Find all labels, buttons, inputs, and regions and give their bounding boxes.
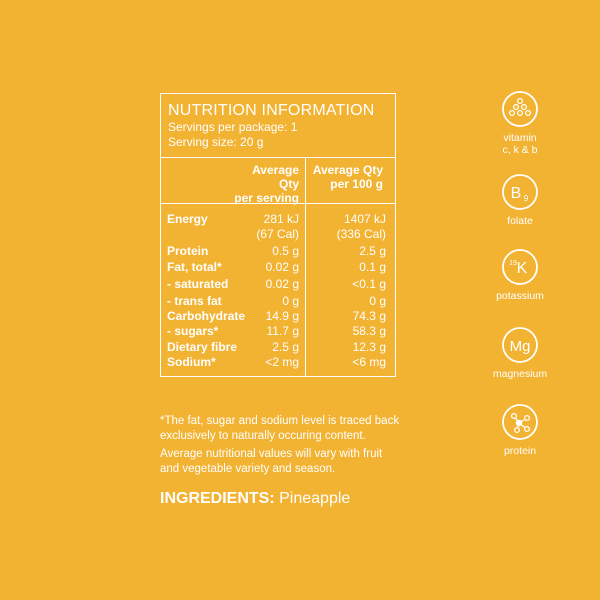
value-per-serving: <2 mg <box>265 354 299 369</box>
column-header-per-100g: Average Qty per 100 g <box>312 163 383 191</box>
icon-vitamin: vitamin c, k & b <box>470 90 570 156</box>
value-per-100g: 2.5 g <box>359 244 386 259</box>
value-per-100g: 12.3 g <box>352 339 386 354</box>
icon-label: folate <box>507 215 533 227</box>
value-per-serving: (67 Cal) <box>256 227 299 242</box>
servings-per-package: Servings per package: 1 <box>168 120 298 134</box>
value-per-100g: <6 mg <box>352 354 386 369</box>
table-row: Energy 281 kJ 1407 kJ <box>161 212 395 227</box>
serving-size: Serving size: 20 g <box>168 135 264 149</box>
ingredients-label: INGREDIENTS: <box>160 490 275 507</box>
svg-text:19: 19 <box>509 260 517 267</box>
panel-title: NUTRITION INFORMATION <box>168 102 375 119</box>
value-per-serving: 14.9 g <box>265 309 299 324</box>
value-per-100g: 0.1 g <box>359 259 386 274</box>
ingredients-value: Pineapple <box>279 490 351 507</box>
icon-protein: protein <box>470 403 570 457</box>
table-row: Carbohydrate 14.9 g 74.3 g <box>161 309 395 324</box>
value-per-100g: (336 Cal) <box>336 227 386 242</box>
icon-label: protein <box>503 445 537 457</box>
nutrient-rows: Energy 281 kJ 1407 kJ (67 Cal) (336 Cal)… <box>161 204 395 376</box>
nutrient-name: Energy <box>167 212 208 226</box>
footnote: *The fat, sugar and sodium level is trac… <box>160 415 400 442</box>
nutrient-name: - saturated <box>167 276 229 291</box>
column-header-per-serving: Average Qty per serving <box>234 163 299 205</box>
table-row: - saturated 0.02 g <0.1 g <box>161 277 395 292</box>
svg-text:Mg: Mg <box>510 338 531 355</box>
table-row: Dietary fibre 2.5 g 12.3 g <box>161 340 395 355</box>
value-per-100g: 0 g <box>369 294 386 309</box>
nutrient-name: Fat, total* <box>167 259 222 274</box>
value-per-serving: 11.7 g <box>266 324 299 339</box>
icon-magnesium: Mg magnesium <box>470 326 570 380</box>
value-per-serving: 2.5 g <box>272 339 299 354</box>
icon-label: vitamin c, k & b <box>502 132 538 156</box>
table-row: - trans fat 0 g 0 g <box>161 294 395 309</box>
b9-icon: B 9 <box>502 174 538 210</box>
nutrition-table: Average Qty per serving Average Qty per … <box>161 158 395 377</box>
table-row: Sodium* <2 mg <6 mg <box>161 355 395 370</box>
nutrient-name <box>161 227 239 242</box>
svg-text:B: B <box>511 185 522 202</box>
nutrient-name: - trans fat <box>167 294 222 309</box>
table-row: Fat, total* 0.02 g 0.1 g <box>161 260 395 275</box>
value-per-100g: <0.1 g <box>352 276 386 291</box>
magnesium-icon: Mg <box>502 327 538 363</box>
icon-potassium: 19 K potassium <box>470 248 570 302</box>
value-per-serving: 0.02 g <box>265 276 299 291</box>
average-values-note: Average nutritional values will vary wit… <box>160 448 383 475</box>
vitamin-dots-icon <box>502 91 538 127</box>
svg-text:9: 9 <box>524 194 529 203</box>
value-per-serving: 0.02 g <box>265 259 299 274</box>
value-per-serving: 0.5 g <box>272 244 299 259</box>
table-row: (67 Cal) (336 Cal) <box>161 227 395 242</box>
ingredients: INGREDIENTS: Pineapple <box>160 490 350 508</box>
icon-folate: B 9 folate <box>470 173 570 227</box>
potassium-icon: 19 K <box>502 249 538 285</box>
icon-label: potassium <box>496 290 544 302</box>
table-row: - sugars* 11.7 g 58.3 g <box>161 324 395 339</box>
value-per-100g: 74.3 g <box>352 309 386 324</box>
protein-molecule-icon <box>502 404 538 440</box>
column-headers: Average Qty per serving Average Qty per … <box>161 158 395 205</box>
table-row: Protein 0.5 g 2.5 g <box>161 244 395 259</box>
svg-text:K: K <box>517 260 528 277</box>
value-per-100g: 1407 kJ <box>343 212 386 226</box>
value-per-serving: 0 g <box>282 294 299 309</box>
value-per-serving: 281 kJ <box>263 212 299 226</box>
nutrient-name: Dietary fibre <box>167 339 238 354</box>
nutrient-name: - sugars* <box>167 324 219 339</box>
value-per-100g: 58.3 g <box>352 324 386 339</box>
icon-label: magnesium <box>492 368 548 380</box>
nutrition-panel: NUTRITION INFORMATION Servings per packa… <box>160 93 396 378</box>
column-divider <box>305 158 306 377</box>
nutrition-panel-header: NUTRITION INFORMATION Servings per packa… <box>161 94 395 158</box>
nutrient-name: Protein <box>167 244 209 259</box>
nutrient-name: Sodium* <box>167 354 216 369</box>
nutrient-name: Carbohydrate <box>167 309 246 324</box>
